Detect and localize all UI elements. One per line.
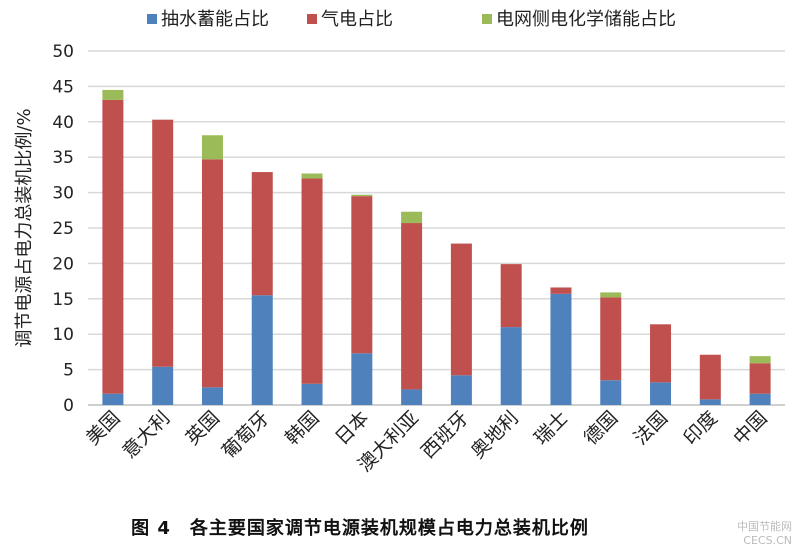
watermark-line: 中国节能网 <box>737 520 792 533</box>
bar-segment <box>251 295 273 405</box>
bar-segment <box>699 354 721 400</box>
bar-segment <box>401 223 423 390</box>
figure-caption: 图 4 各主要国家调节电源装机规模占电力总装机比例 <box>131 518 589 539</box>
bar-segment <box>351 194 373 197</box>
x-tick-label: 印度 <box>679 407 721 449</box>
y-tick-label: 10 <box>52 325 74 345</box>
y-tick-label: 5 <box>63 361 74 381</box>
bar-segment <box>301 383 323 405</box>
x-tick-label: 韩国 <box>281 407 323 449</box>
bar-segment <box>201 135 223 160</box>
y-tick-label: 50 <box>52 42 74 62</box>
bar-segment <box>401 211 423 224</box>
y-tick-label: 25 <box>52 219 74 239</box>
bar-segment <box>749 356 771 364</box>
x-tick-label: 意大利 <box>118 407 174 463</box>
x-tick-label: 中国 <box>729 407 771 449</box>
bar-segment <box>749 363 771 394</box>
y-axis-label: 调节电源占电力总装机比例/% <box>14 108 35 347</box>
bar-segment <box>450 243 472 376</box>
legend-label: 电网侧电化学储能占比 <box>496 9 676 30</box>
watermark: 中国节能网 CECS.CN <box>737 520 792 548</box>
x-tick-label: 西班牙 <box>417 407 473 463</box>
bar-segment <box>450 375 472 405</box>
bar-segment <box>500 264 522 328</box>
x-tick-label: 瑞士 <box>530 407 572 449</box>
bar-segment <box>102 89 124 100</box>
x-tick-label: 法国 <box>630 407 672 449</box>
bar-segment <box>650 382 672 405</box>
bar-segment <box>301 178 323 384</box>
x-tick-label: 英国 <box>182 407 224 449</box>
y-tick-label: 35 <box>52 148 74 168</box>
bar-segment <box>550 293 572 405</box>
bar-segment <box>401 389 423 405</box>
bar-segment <box>301 173 323 179</box>
bar-segment <box>201 159 223 388</box>
legend-swatch <box>482 14 492 24</box>
x-tick-label: 日本 <box>331 407 373 449</box>
x-tick-label: 奥地利 <box>467 407 523 463</box>
bar-segment <box>550 287 572 294</box>
legend-swatch <box>147 14 157 24</box>
legend-swatch <box>307 14 317 24</box>
y-tick-label: 0 <box>63 396 74 416</box>
y-tick-label: 20 <box>52 254 74 274</box>
y-tick-label: 15 <box>52 290 74 310</box>
y-tick-label: 40 <box>52 113 74 133</box>
bar-segment <box>102 99 124 394</box>
stacked-bar-chart: 0 5 10 15 20 25 30 35 40 45 50 调节电源占电力总装机比例/% 美国意大利英… <box>14 9 785 476</box>
watermark-line: CECS.CN <box>743 534 792 547</box>
x-tick-label: 德国 <box>580 407 622 449</box>
x-tick-label: 葡萄牙 <box>218 407 274 463</box>
bar-segment <box>699 399 721 405</box>
bar-segment <box>500 327 522 405</box>
bar-segment <box>351 353 373 405</box>
bar-segment <box>152 366 174 405</box>
bar-segment <box>251 172 273 296</box>
bar-segment <box>351 196 373 354</box>
bar-segment <box>600 297 622 381</box>
legend-label: 抽水蓄能占比 <box>161 9 269 30</box>
bar-segment <box>152 119 174 367</box>
bar-segment <box>600 292 622 298</box>
bar-segment <box>201 387 223 405</box>
bar-segment <box>600 380 622 405</box>
legend-label: 气电占比 <box>321 9 393 30</box>
bar-segment <box>102 393 124 405</box>
bar-segment <box>650 324 672 383</box>
y-tick-label: 45 <box>52 77 74 97</box>
y-tick-label: 30 <box>52 184 74 204</box>
bar-segment <box>749 393 771 405</box>
x-tick-label: 美国 <box>82 407 124 449</box>
